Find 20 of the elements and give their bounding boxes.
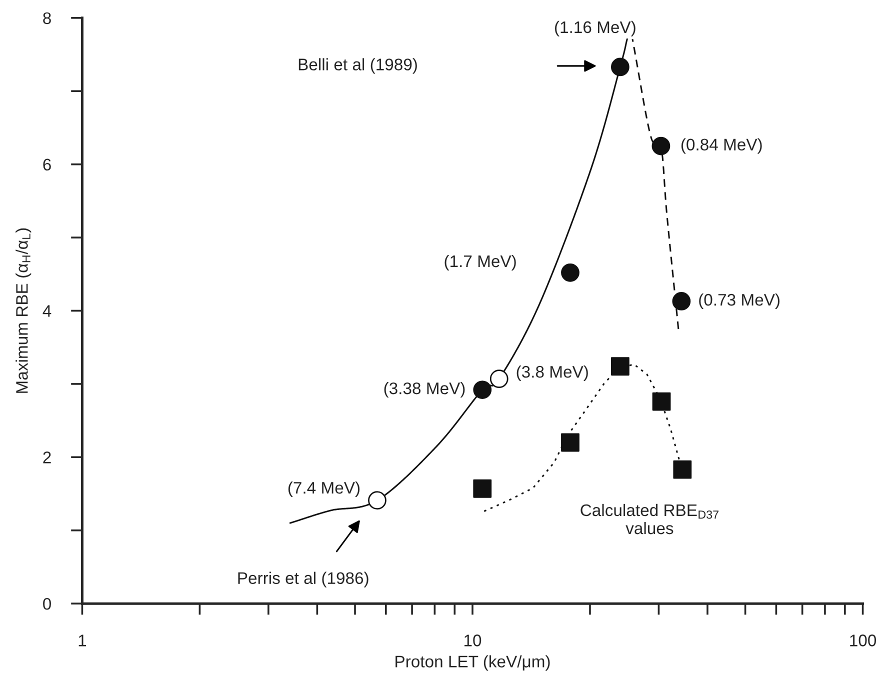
y-tick-label: 8: [43, 12, 51, 24]
text: Calculated RBE$_{D37}$ values: [580, 504, 718, 534]
y-tick-label: 4: [42, 305, 52, 317]
annotation: Belli et al (1989): [298, 58, 417, 74]
x-axis-title: Proton LET (keV/μm): [396, 655, 550, 671]
annotation: (7.4 MeV): [288, 481, 360, 497]
annotation: Perris et al (1986): [238, 572, 368, 588]
annotation: (3.8 MeV): [516, 365, 588, 382]
annotation: (0.73 MeV): [699, 293, 780, 309]
annotation: (1.7 MeV): [444, 254, 516, 270]
y-tick-label: 2: [43, 452, 51, 464]
annotation: (0.84 MeV): [681, 138, 762, 154]
y-axis-title: Maximum RBE (α$_{H}$/α$_{L}$): [16, 228, 32, 393]
x-tick-label: 10: [464, 634, 482, 646]
y-tick-label: 0: [43, 598, 52, 610]
y-tick-label: 6: [43, 158, 51, 171]
annotation: (3.38 MeV): [384, 382, 465, 398]
x-tick-label: 1: [78, 634, 86, 646]
annotation: (1.16 MeV): [555, 20, 636, 36]
x-tick-label: 100: [850, 634, 876, 646]
